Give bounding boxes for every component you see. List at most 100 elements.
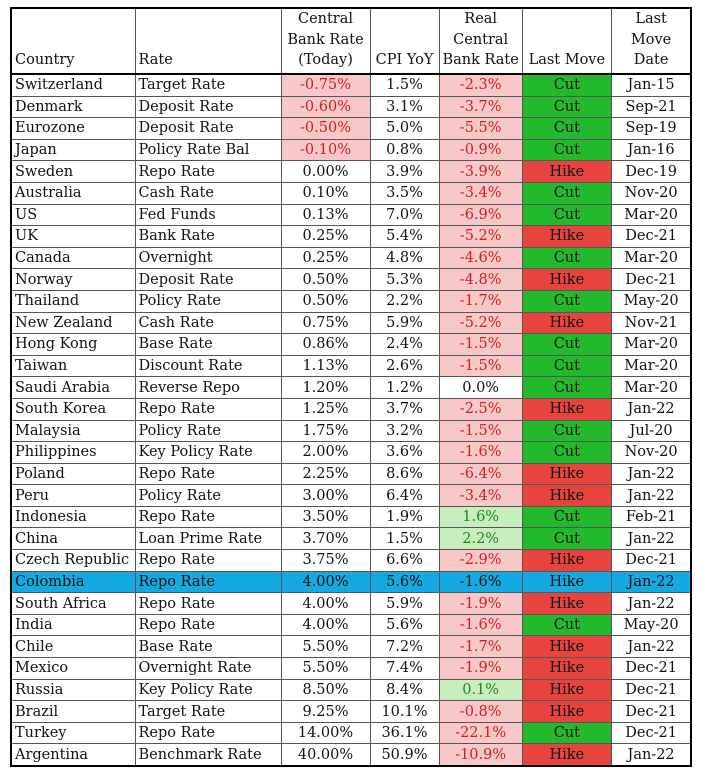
cell-cpi-yoy: 3.9% <box>369 160 440 183</box>
cell-country: Japan <box>10 138 136 162</box>
cell-rate: Repo Rate <box>134 549 282 572</box>
table-row: China Loan Prime Rate 3.70% 1.5% 2.2% Cut Jan-… <box>10 527 692 551</box>
table-row: Australia Cash Rate 0.10% 3.5% -3.4% Cut Nov-2… <box>10 181 692 205</box>
cell-country: Chile <box>10 635 136 659</box>
cell-last-move: Cut <box>521 376 612 399</box>
cell-rate: Bank Rate <box>134 225 282 248</box>
cell-central-bank-rate: 4.00% <box>280 592 371 615</box>
table-row: US Fed Funds 0.13% 7.0% -6.9% Cut Mar-20 <box>10 203 692 227</box>
cell-central-bank-rate: -0.60% <box>280 95 371 119</box>
cell-last-move-date: Mar-20 <box>610 203 692 227</box>
cell-country: India <box>10 613 136 637</box>
cell-country: Canada <box>10 246 136 270</box>
header-real-central-bank-rate: Real Central Bank Rate <box>438 7 523 75</box>
cell-real-rate: -1.9% <box>438 592 523 615</box>
cell-cpi-yoy: 1.5% <box>369 527 440 551</box>
cell-real-rate: -1.5% <box>438 419 523 443</box>
cell-last-move: Cut <box>521 203 612 227</box>
cell-last-move: Cut <box>521 441 612 464</box>
cell-last-move-date: Mar-20 <box>610 333 692 356</box>
cell-country: China <box>10 527 136 551</box>
cell-last-move: Hike <box>521 462 612 486</box>
table-row: Chile Base Rate 5.50% 7.2% -1.7% Hike Jan-22 <box>10 635 692 659</box>
cell-rate: Loan Prime Rate <box>134 527 282 551</box>
table-row: Mexico Overnight Rate 5.50% 7.4% -1.9% Hike De… <box>10 657 692 680</box>
cell-rate: Base Rate <box>134 635 282 659</box>
cell-rate: Policy Rate <box>134 289 282 313</box>
cell-last-move-date: Mar-20 <box>610 354 692 378</box>
cell-cpi-yoy: 0.8% <box>369 138 440 162</box>
cell-cpi-yoy: 3.7% <box>369 397 440 421</box>
cell-last-move-date: Dec-21 <box>610 657 692 680</box>
header-cpi-yoy: CPI YoY <box>369 7 440 75</box>
cell-central-bank-rate: 5.50% <box>280 657 371 680</box>
header-line: Move <box>630 31 672 48</box>
table-row: UK Bank Rate 0.25% 5.4% -5.2% Hike Dec-21 <box>10 225 692 248</box>
cell-cpi-yoy: 3.1% <box>369 95 440 119</box>
table-row: Canada Overnight 0.25% 4.8% -4.6% Cut Mar-20 <box>10 246 692 270</box>
cell-country: Malaysia <box>10 419 136 443</box>
cell-last-move-date: Jan-22 <box>610 462 692 486</box>
table-row: Indonesia Repo Rate 3.50% 1.9% 1.6% Cut Feb-21 <box>10 505 692 529</box>
cell-country: Colombia <box>10 570 136 594</box>
cell-central-bank-rate: 1.25% <box>280 397 371 421</box>
cell-country: Sweden <box>10 160 136 183</box>
cell-rate: Repo Rate <box>134 613 282 637</box>
cell-real-rate: -2.3% <box>438 73 523 97</box>
cell-rate: Overnight Rate <box>134 657 282 680</box>
cell-last-move: Hike <box>521 549 612 572</box>
cell-rate: Key Policy Rate <box>134 678 282 702</box>
cell-rate: Policy Rate Bal <box>134 138 282 162</box>
cell-last-move-date: Jan-22 <box>610 527 692 551</box>
cell-rate: Repo Rate <box>134 721 282 745</box>
cell-cpi-yoy: 36.1% <box>369 721 440 745</box>
cell-last-move-date: Sep-21 <box>610 95 692 119</box>
cell-rate: Repo Rate <box>134 592 282 615</box>
cell-cpi-yoy: 6.4% <box>369 484 440 507</box>
table-body: Switzerland Target Rate -0.75% 1.5% -2.3% Cut… <box>10 73 692 767</box>
cell-cpi-yoy: 5.9% <box>369 311 440 335</box>
table-header-row: Country Rate Central Bank Rate (Today) C… <box>10 7 692 75</box>
cell-real-rate: -3.4% <box>438 181 523 205</box>
cell-cpi-yoy: 4.8% <box>369 246 440 270</box>
cell-last-move: Cut <box>521 354 612 378</box>
cell-rate: Target Rate <box>134 700 282 723</box>
cell-country: Saudi Arabia <box>10 376 136 399</box>
header-central-bank-rate: Central Bank Rate (Today) <box>280 7 371 75</box>
table-row: Poland Repo Rate 2.25% 8.6% -6.4% Hike Jan-22 <box>10 462 692 486</box>
cell-country: Turkey <box>10 721 136 745</box>
cell-cpi-yoy: 1.5% <box>369 73 440 97</box>
cell-last-move: Hike <box>521 268 612 291</box>
cell-central-bank-rate: 0.25% <box>280 246 371 270</box>
cell-cpi-yoy: 5.6% <box>369 613 440 637</box>
cell-country: Eurozone <box>10 117 136 140</box>
cell-last-move-date: Jan-22 <box>610 635 692 659</box>
header-country: Country <box>10 7 136 75</box>
table-row: South Africa Repo Rate 4.00% 5.9% -1.9% Hike J… <box>10 592 692 615</box>
cell-rate: Repo Rate <box>134 505 282 529</box>
cell-cpi-yoy: 8.4% <box>369 678 440 702</box>
cell-real-rate: -3.9% <box>438 160 523 183</box>
cell-country: Czech Republic <box>10 549 136 572</box>
cell-last-move-date: Mar-20 <box>610 376 692 399</box>
cell-real-rate: 2.2% <box>438 527 523 551</box>
cell-cpi-yoy: 2.2% <box>369 289 440 313</box>
header-rate: Rate <box>134 7 282 75</box>
cell-country: Thailand <box>10 289 136 313</box>
cell-last-move-date: Dec-21 <box>610 225 692 248</box>
table-row: Czech Republic Repo Rate 3.75% 6.6% -2.9% Hik… <box>10 549 692 572</box>
cell-rate: Cash Rate <box>134 181 282 205</box>
cell-last-move-date: Dec-19 <box>610 160 692 183</box>
cell-last-move: Hike <box>521 484 612 507</box>
cell-real-rate: -22.1% <box>438 721 523 745</box>
table-row: Turkey Repo Rate 14.00% 36.1% -22.1% Cut Dec-2… <box>10 721 692 745</box>
header-line: Central <box>297 11 354 28</box>
cell-country: Russia <box>10 678 136 702</box>
table-row: Colombia Repo Rate 4.00% 5.6% -1.6% Hike Jan-2… <box>10 570 692 594</box>
cell-last-move-date: Jul-20 <box>610 419 692 443</box>
cell-last-move-date: Dec-21 <box>610 721 692 745</box>
cell-country: New Zealand <box>10 311 136 335</box>
cell-last-move-date: Dec-21 <box>610 700 692 723</box>
table-row: Malaysia Policy Rate 1.75% 3.2% -1.5% Cut Jul-… <box>10 419 692 443</box>
cell-last-move: Cut <box>521 527 612 551</box>
